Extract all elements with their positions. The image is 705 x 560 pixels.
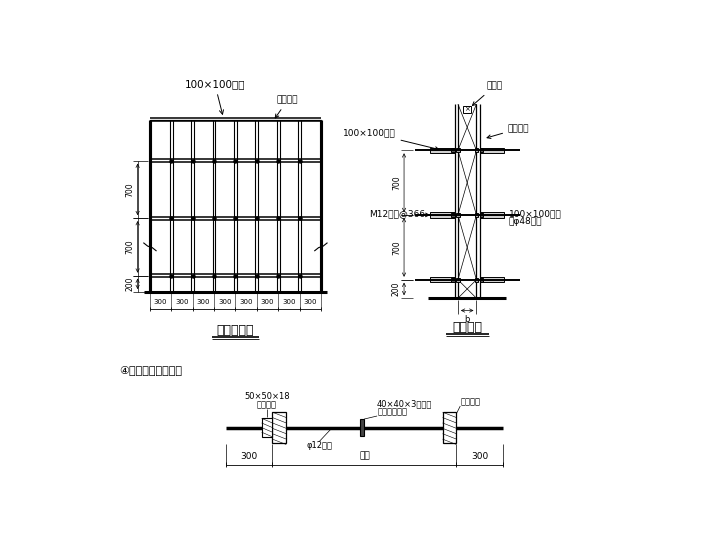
- Bar: [262, 418, 272, 437]
- Text: 300: 300: [154, 299, 167, 305]
- Bar: [272, 412, 286, 443]
- Text: 壁厚: 壁厚: [359, 452, 369, 461]
- Bar: [430, 148, 455, 153]
- Text: M12螺栓@366: M12螺栓@366: [369, 209, 429, 218]
- Text: 100×100木枋: 100×100木枋: [343, 128, 439, 150]
- Text: ×: ×: [465, 106, 470, 113]
- Bar: [479, 213, 484, 217]
- Text: φ12螺栓: φ12螺栓: [307, 441, 332, 450]
- Text: 300: 300: [261, 299, 274, 305]
- Text: 墙剖面图: 墙剖面图: [452, 321, 482, 334]
- Bar: [474, 213, 479, 217]
- Bar: [451, 278, 455, 282]
- Bar: [479, 148, 504, 153]
- Text: 300: 300: [197, 299, 210, 305]
- Text: 100×100木枋: 100×100木枋: [185, 79, 245, 114]
- Text: 及φ48钢管: 及φ48钢管: [509, 217, 542, 226]
- Bar: [456, 213, 460, 217]
- Text: 200: 200: [125, 277, 135, 291]
- Bar: [150, 119, 321, 292]
- Text: 300: 300: [471, 452, 488, 461]
- Bar: [479, 148, 484, 152]
- Bar: [463, 106, 471, 113]
- Bar: [479, 278, 484, 282]
- Text: 扣紧扣件: 扣紧扣件: [275, 96, 298, 118]
- Bar: [474, 148, 479, 152]
- Text: 300: 300: [240, 299, 253, 305]
- Bar: [456, 148, 460, 152]
- Bar: [479, 277, 504, 282]
- Bar: [479, 212, 504, 218]
- Bar: [451, 148, 455, 152]
- Text: 700: 700: [392, 240, 401, 255]
- Bar: [430, 212, 455, 218]
- Text: 墙体模板: 墙体模板: [460, 397, 480, 406]
- Bar: [456, 278, 460, 282]
- Text: 40×40×3止水片: 40×40×3止水片: [377, 399, 432, 408]
- Text: 700: 700: [125, 240, 135, 254]
- Text: 扣紧扣件: 扣紧扣件: [487, 124, 529, 138]
- Bar: [443, 412, 456, 443]
- Text: 木板垫片: 木板垫片: [257, 400, 277, 409]
- Text: 100×100木枋: 100×100木枋: [509, 209, 561, 218]
- Text: 300: 300: [240, 452, 258, 461]
- Text: b: b: [465, 315, 470, 324]
- Text: 300: 300: [303, 299, 317, 305]
- Bar: [474, 278, 479, 282]
- Text: 50×50×18: 50×50×18: [244, 393, 290, 402]
- Text: （双面满焊）: （双面满焊）: [377, 407, 407, 416]
- Text: 胶合板: 胶合板: [472, 82, 503, 105]
- Text: 300: 300: [218, 299, 231, 305]
- Text: 300: 300: [176, 299, 189, 305]
- Text: 墙模立面图: 墙模立面图: [216, 324, 255, 337]
- Bar: [430, 277, 455, 282]
- Bar: [451, 213, 455, 217]
- Text: ④止水螺栓示意图：: ④止水螺栓示意图：: [119, 365, 182, 375]
- Text: 700: 700: [125, 182, 135, 197]
- Bar: [360, 419, 364, 436]
- Text: 300: 300: [282, 299, 295, 305]
- Text: 700: 700: [392, 175, 401, 190]
- Text: 200: 200: [392, 282, 401, 296]
